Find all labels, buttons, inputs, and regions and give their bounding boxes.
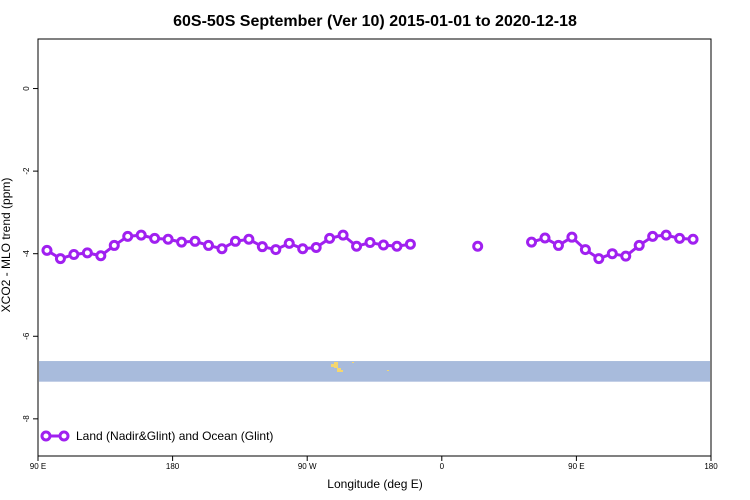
data-point [539,232,551,244]
legend-marker-right [58,430,70,442]
data-point [162,233,174,245]
data-point [647,230,659,242]
data-point [579,244,591,256]
data-point [95,250,107,262]
x-tick-label: 180 [166,462,180,471]
data-point [620,250,632,262]
land-speck [340,370,343,372]
y-tick-label: -2 [22,167,31,175]
data-point [256,241,268,253]
data-point [243,233,255,245]
data-point [526,236,538,248]
chart-title: 60S-50S September (Ver 10) 2015-01-01 to… [173,13,577,30]
y-tick-label: -4 [22,250,31,258]
land-speck [352,362,354,363]
data-point [68,249,80,261]
data-point [310,242,322,253]
data-point [377,239,389,251]
data-point [391,240,403,252]
data-point [81,247,93,259]
data-point [633,239,645,251]
data-point [202,239,214,251]
axes: 90 E 180 90 W 0 90 E 180 0 -2 -4 -6 -8 [22,86,718,471]
plot-frame [37,38,712,457]
legend-label: Land (Nadir&Glint) and Ocean (Glint) [76,429,273,443]
data-point [135,229,147,241]
data-point [660,229,672,241]
land-speck [337,368,341,372]
data-point [364,237,376,249]
land-speck [331,364,334,367]
y-axis-label: XCO2 - MLO trend (ppm) [0,178,13,313]
x-tick-label: 90 E [30,462,46,471]
plot-area [39,229,710,382]
legend-marker-left [40,430,52,442]
data-point [176,236,188,248]
data-point [283,237,295,249]
data-point [674,232,686,244]
data-point [324,232,336,244]
x-axis-label: Longitude (deg E) [327,477,422,491]
y-tick-label: -8 [22,415,31,423]
data-point [687,233,699,245]
data-point [149,232,161,244]
data-point [566,231,578,243]
data-point [404,238,416,250]
data-point [606,248,618,260]
data-point [351,240,363,252]
land-speck [334,362,338,368]
data-point [297,243,309,255]
y-tick-label: 0 [22,86,31,91]
data-point [337,229,349,241]
data-point [472,240,484,252]
data-point [229,235,241,247]
data-point [54,253,66,265]
data-point [122,230,134,242]
data-point [189,235,201,247]
data-point [270,244,282,256]
x-tick-label: 90 W [298,462,317,471]
x-tick-label: 0 [440,462,445,471]
data-point [216,243,228,255]
land-speck [387,370,389,371]
data-point [552,239,564,251]
x-tick-label: 90 E [568,462,584,471]
y-tick-label: -6 [22,332,31,340]
data-point [41,244,53,256]
legend: Land (Nadir&Glint) and Ocean (Glint) [40,429,273,443]
data-point [593,253,605,265]
x-tick-label: 180 [704,462,718,471]
series-line-segment [46,233,411,261]
data-point [108,239,120,251]
land-ocean-band [39,361,710,382]
